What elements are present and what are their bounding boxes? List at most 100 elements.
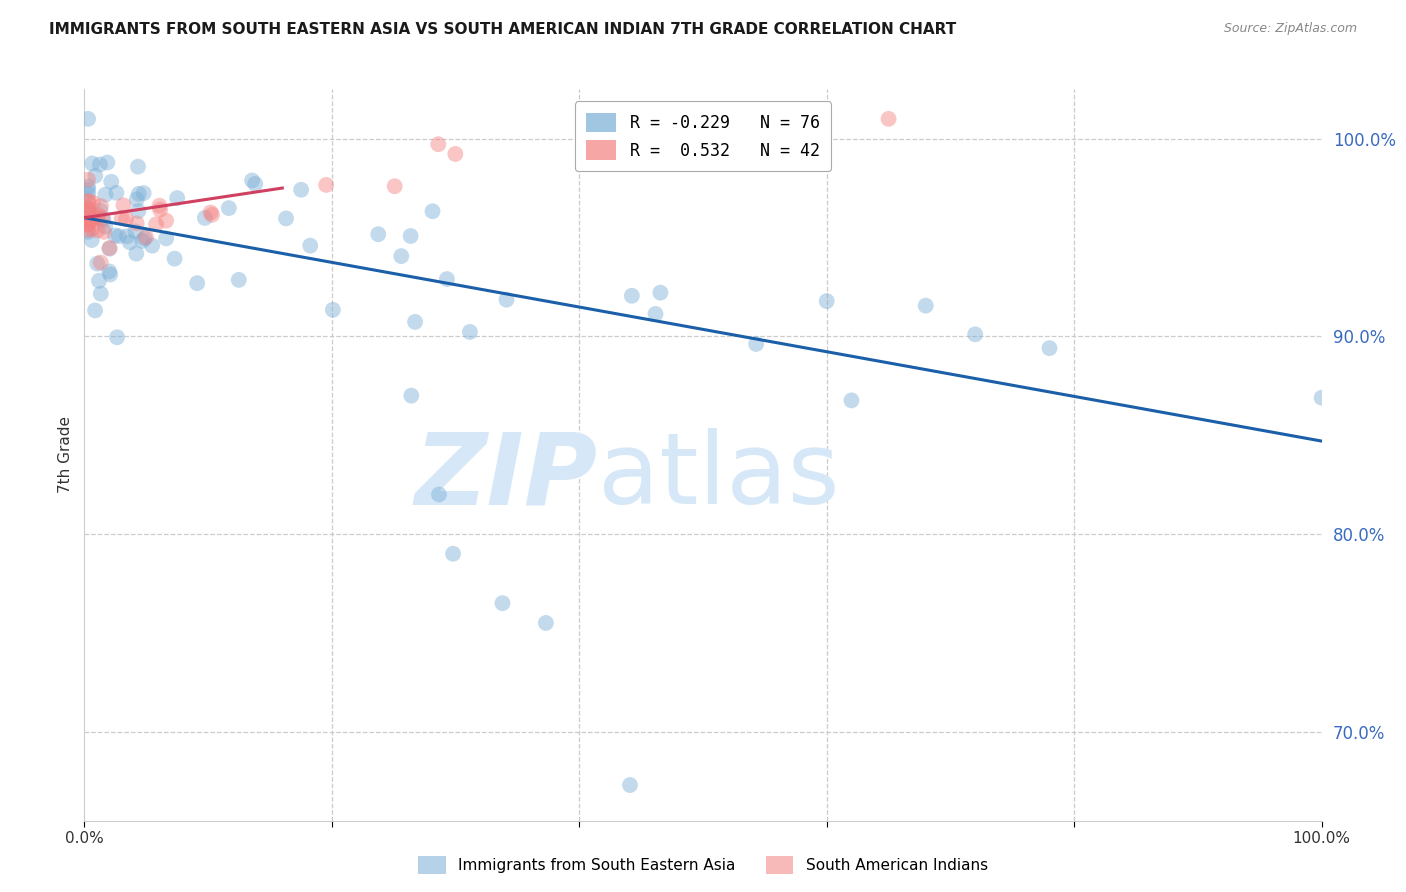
Point [436,272,458,286]
Point [77,202,100,216]
Point [389,249,412,263]
Point [90,255,112,269]
Point [441,547,464,561]
Point [965,327,987,342]
Point [163,252,186,266]
Point [404,315,426,329]
Point [245,177,267,191]
Point [491,596,513,610]
Point [82,195,104,210]
Point [155,231,177,245]
Point [77,207,100,221]
Text: atlas: atlas [598,428,839,525]
Point [125,246,148,260]
Point [77,217,100,231]
Point [77,112,100,126]
Point [84,169,107,183]
Point [322,302,344,317]
Point [90,199,112,213]
Point [745,337,768,351]
Point [115,212,138,227]
Point [754,112,776,126]
Point [228,273,250,287]
Point [91,211,114,225]
Point [200,205,222,219]
Point [83,211,105,225]
Point [105,186,128,200]
Point [105,330,128,344]
Point [112,198,135,212]
Point [619,778,641,792]
Point [77,223,100,237]
Text: ZIP: ZIP [415,428,598,525]
Point [125,216,148,230]
Point [77,194,100,208]
Point [94,187,117,202]
Point [240,173,263,187]
Text: Source: ZipAtlas.com: Source: ZipAtlas.com [1223,22,1357,36]
Point [132,186,155,200]
Legend: R = -0.229   N = 76, R =  0.532   N = 42: R = -0.229 N = 76, R = 0.532 N = 42 [575,101,831,171]
Point [128,186,150,201]
Point [914,299,936,313]
Point [274,211,297,226]
Point [86,223,108,237]
Text: IMMIGRANTS FROM SOUTH EASTERN ASIA VS SOUTH AMERICAN INDIAN 7TH GRADE CORRELATIO: IMMIGRANTS FROM SOUTH EASTERN ASIA VS SO… [49,22,956,37]
Point [98,264,121,278]
Point [77,179,100,194]
Point [89,203,111,218]
Point [80,233,103,247]
Point [124,224,146,238]
Point [1038,341,1060,355]
Point [77,203,100,218]
Legend: Immigrants from South Eastern Asia, South American Indians: Immigrants from South Eastern Asia, Sout… [412,850,994,880]
Point [401,389,423,403]
Point [77,172,100,186]
Point [86,257,108,271]
Point [427,487,450,501]
Point [218,201,240,215]
Point [534,615,557,630]
Point [96,155,118,169]
Point [427,137,450,152]
Point [134,231,156,245]
Point [166,191,188,205]
Point [98,242,121,256]
Point [194,211,217,225]
Point [98,241,121,255]
Point [141,238,163,252]
Point [367,227,389,242]
Point [108,229,131,244]
Point [77,218,100,232]
Point [650,285,672,300]
Point [201,208,224,222]
Point [444,147,467,161]
Point [84,303,107,318]
Point [86,211,108,225]
Point [148,199,170,213]
Point [841,393,863,408]
Point [87,208,110,222]
Point [82,213,104,227]
Point [77,194,100,209]
Y-axis label: 7th Grade: 7th Grade [58,417,73,493]
Point [145,217,167,231]
Point [1310,391,1333,405]
Point [290,183,312,197]
Point [135,230,157,244]
Point [100,175,122,189]
Point [94,219,117,234]
Point [93,225,115,239]
Point [93,212,115,227]
Point [111,211,134,225]
Point [495,293,517,307]
Point [186,276,208,290]
Point [82,156,104,170]
Point [77,211,100,225]
Point [315,178,337,192]
Point [149,202,172,217]
Point [155,213,177,227]
Point [90,286,112,301]
Point [399,229,422,244]
Point [77,183,100,197]
